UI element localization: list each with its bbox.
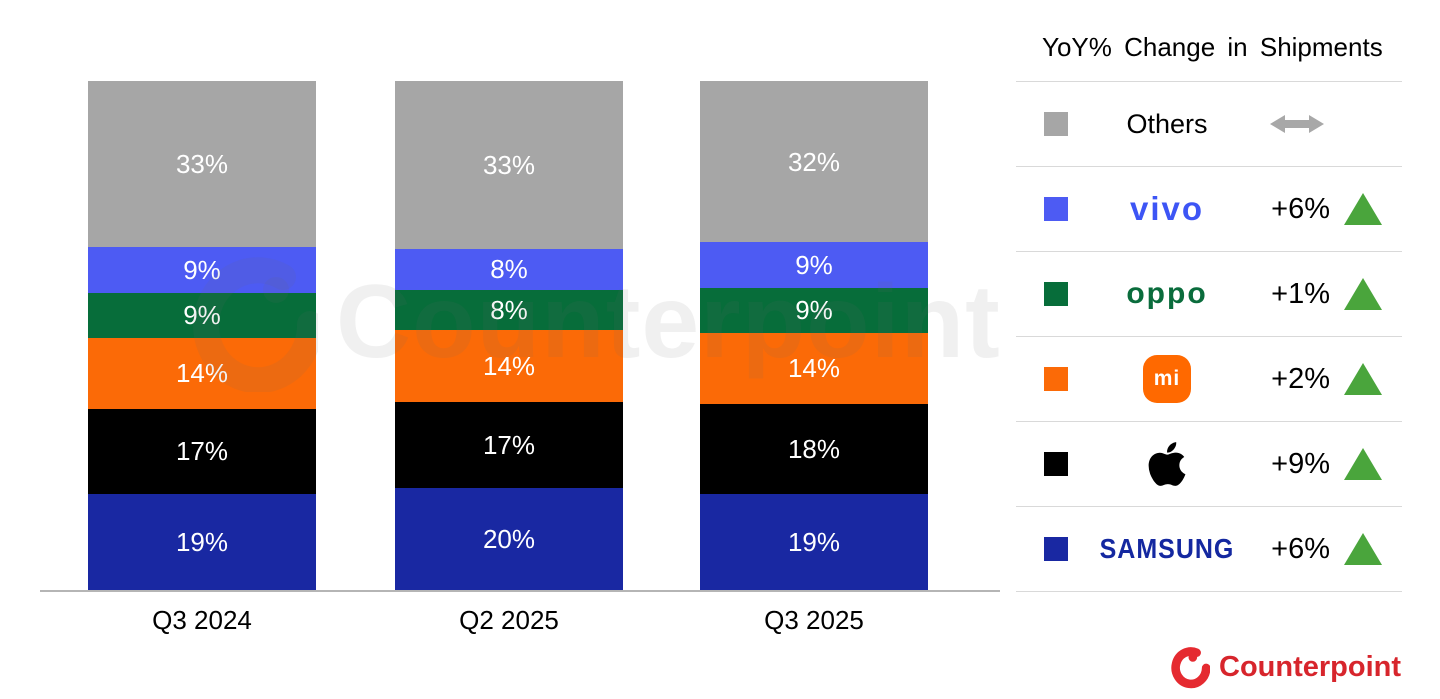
x-label-q3-2024: Q3 2024 [152, 605, 252, 635]
legend-panel: YoY% Change in Shipments Others vivo +6% op… [1016, 0, 1402, 592]
bar-q3-2025: 32% 9% 9% 14% 18% 19% [700, 81, 928, 590]
legend-title: YoY% Change in Shipments [1042, 32, 1383, 62]
segment-vivo-q3-2024: 9% [88, 247, 316, 293]
bar-q3-2024: 33% 9% 9% 14% 17% 19% [88, 81, 316, 590]
oppo-swatch [1044, 282, 1068, 306]
samsung-indicator [1330, 533, 1396, 565]
up-triangle-icon [1344, 533, 1382, 565]
segment-apple-q3-2025: 18% [700, 403, 928, 495]
segment-samsung-q2-2025: 20% [395, 488, 623, 590]
segment-samsung-q3-2024: 19% [88, 494, 316, 590]
vivo-logo: vivo [1129, 190, 1205, 227]
segment-xiaomi-q2-2025: 14% [395, 330, 623, 402]
samsung-change-zone: +6% [1246, 533, 1402, 566]
segment-xiaomi-q3-2025: 14% [700, 332, 928, 404]
legend-row-others: Others [1016, 82, 1402, 167]
segment-samsung-q3-2025: 19% [700, 494, 928, 590]
segment-vivo-q3-2025: 9% [700, 242, 928, 288]
samsung-logo-zone: SAMSUNG [1088, 532, 1246, 565]
segment-xiaomi-q3-2024: 14% [88, 338, 316, 409]
xiaomi-swatch [1044, 367, 1068, 391]
segment-vivo-q2-2025: 8% [395, 248, 623, 290]
x-label-q2-2025: Q2 2025 [459, 605, 559, 635]
oppo-change-value: +1% [1271, 277, 1330, 310]
samsung-logo: SAMSUNG [1099, 532, 1235, 565]
segment-others-q3-2024: 33% [88, 81, 316, 248]
xiaomi-mi-icon: mi [1143, 355, 1191, 403]
xiaomi-change-value: +2% [1271, 362, 1330, 395]
legend-rows: Others vivo +6% oppo +1% mi +2% +9% SAMSUNG +6% [1016, 81, 1402, 592]
oppo-logo: oppo [1126, 277, 1208, 310]
bar-q2-2025: 33% 8% 8% 14% 17% 20% [395, 81, 623, 590]
segment-others-q3-2025: 32% [700, 81, 928, 243]
up-triangle-icon [1344, 448, 1382, 480]
others-indicator [1246, 114, 1348, 134]
plot-area: 33% 9% 9% 14% 17% 19% 33% 8% 8% 14% 17% 20% 32% 9% 9% 1… [40, 81, 1000, 592]
samsung-change-value: +6% [1271, 532, 1330, 565]
oppo-logo-zone: oppo [1088, 277, 1246, 311]
samsung-swatch [1044, 537, 1068, 561]
legend-row-oppo: oppo +1% [1016, 252, 1402, 337]
apple-logo-zone [1088, 439, 1246, 489]
x-label-q3-2025: Q3 2025 [764, 605, 864, 635]
xiaomi-logo-zone: mi [1088, 355, 1246, 403]
counterpoint-mark-icon [1171, 647, 1210, 689]
vivo-logo-zone: vivo [1088, 190, 1246, 228]
apple-swatch [1044, 452, 1068, 476]
counterpoint-logo-text: Counterpoint [1219, 650, 1402, 683]
segment-others-q2-2025: 33% [395, 81, 623, 249]
others-logo-zone: Others [1088, 109, 1246, 140]
vivo-change-zone: +6% [1246, 193, 1402, 226]
segment-oppo-q2-2025: 8% [395, 289, 623, 331]
others-label: Others [1126, 108, 1208, 139]
up-triangle-icon [1344, 363, 1382, 395]
legend-row-samsung: SAMSUNG +6% [1016, 507, 1402, 592]
oppo-change-zone: +1% [1246, 278, 1402, 311]
legend-row-apple: +9% [1016, 422, 1402, 507]
counterpoint-logo: Counterpoint [1168, 644, 1401, 690]
apple-icon [1148, 442, 1186, 486]
up-triangle-icon [1344, 193, 1382, 225]
apple-change-zone: +9% [1246, 448, 1402, 481]
flat-arrow-icon [1270, 115, 1324, 133]
vivo-indicator [1330, 193, 1396, 225]
segment-apple-q2-2025: 17% [395, 401, 623, 489]
x-axis-labels: Q3 2024 Q2 2025 Q3 2025 [40, 605, 1000, 641]
others-swatch [1044, 112, 1068, 136]
xiaomi-indicator [1330, 363, 1396, 395]
legend-row-vivo: vivo +6% [1016, 167, 1402, 252]
segment-oppo-q3-2024: 9% [88, 292, 316, 339]
segment-oppo-q3-2025: 9% [700, 287, 928, 333]
oppo-indicator [1330, 278, 1396, 310]
xiaomi-change-zone: +2% [1246, 363, 1402, 396]
segment-apple-q3-2024: 17% [88, 408, 316, 495]
vivo-swatch [1044, 197, 1068, 221]
apple-indicator [1330, 448, 1396, 480]
apple-change-value: +9% [1271, 447, 1330, 480]
vivo-change-value: +6% [1271, 192, 1330, 225]
others-change-zone [1246, 114, 1402, 134]
up-triangle-icon [1344, 278, 1382, 310]
legend-row-xiaomi: mi +2% [1016, 337, 1402, 422]
